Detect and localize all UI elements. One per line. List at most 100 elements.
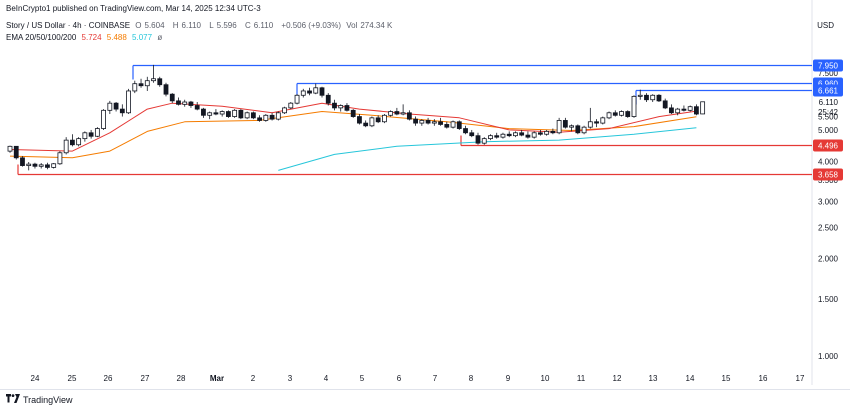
candle-body <box>463 128 468 134</box>
candle-body <box>119 108 125 114</box>
ohlc-high: H 6.110 <box>172 21 201 30</box>
date-tick-label: 24 <box>31 374 40 383</box>
candle-body <box>163 84 169 95</box>
candle-body <box>419 120 425 124</box>
currency-label[interactable]: USD <box>817 21 834 30</box>
candle-body <box>250 112 256 119</box>
candle-body <box>325 94 331 104</box>
date-tick-label: 4 <box>324 374 329 383</box>
support-level-label: 4.496 <box>818 142 839 151</box>
candle-body <box>257 117 263 121</box>
candle-body <box>619 111 624 116</box>
candle-body <box>594 121 599 124</box>
ohlc-low: L 5.596 <box>209 21 237 30</box>
candle-body <box>132 83 138 92</box>
candle-body <box>644 94 649 101</box>
candle-body <box>531 132 537 138</box>
candle-body <box>556 120 562 134</box>
price-tick-label: 4.000 <box>818 157 839 166</box>
candle-body <box>606 112 612 119</box>
candle-body <box>232 109 238 117</box>
candle-body <box>88 132 94 137</box>
candle-body <box>45 164 50 168</box>
candle-body <box>612 112 618 116</box>
date-tick-label: 13 <box>649 374 658 383</box>
candle-body <box>488 135 493 140</box>
candle-body <box>525 134 531 138</box>
candle-body <box>687 106 693 111</box>
candle-body <box>569 125 574 128</box>
candle-body <box>194 105 200 110</box>
date-tick-label: Mar <box>210 374 224 383</box>
candle-body <box>219 111 225 115</box>
candle-body <box>263 114 269 121</box>
candle-body <box>26 163 32 166</box>
date-tick-label: 17 <box>796 374 805 383</box>
candle-body <box>425 120 431 124</box>
ohlc-close: C 6.110 <box>244 21 274 30</box>
candle-body <box>101 109 106 129</box>
ema-label: EMA 20/50/100/200 <box>6 33 77 42</box>
candle-body <box>32 163 38 167</box>
candle-body <box>213 112 219 115</box>
price-tick-label: 5.000 <box>818 126 839 135</box>
candle-body <box>82 132 88 140</box>
footer: TradingView <box>0 389 850 409</box>
candle-body <box>581 126 587 134</box>
price-tick-label: 7.500 <box>818 69 839 78</box>
date-tick-label: 10 <box>541 374 550 383</box>
date-tick-label: 26 <box>104 374 113 383</box>
candle-body <box>13 145 19 159</box>
candle-body <box>138 83 144 87</box>
candle-body <box>350 109 356 117</box>
bar-countdown: 25:42 <box>818 108 839 117</box>
ohlc-change: +0.506 (+9.03%) <box>281 21 341 30</box>
ohlc-volume: Vol 274.34 K <box>346 21 393 30</box>
date-tick-label: 6 <box>397 374 402 383</box>
candle-body <box>513 132 518 137</box>
candle-body <box>275 112 281 120</box>
candle-body <box>357 116 362 124</box>
candle-body <box>438 121 443 125</box>
date-tick-label: 9 <box>506 374 511 383</box>
date-tick-label: 27 <box>141 374 150 383</box>
date-tick-label: 25 <box>68 374 77 383</box>
candle-body <box>282 107 287 114</box>
ema-legend[interactable]: EMA 20/50/100/200 5.724 5.488 5.077 ø <box>6 33 165 42</box>
candle-body <box>494 135 500 138</box>
date-tick-label: 16 <box>759 374 768 383</box>
price-tick-label: 6.110 <box>819 98 839 107</box>
candle-body <box>388 111 394 116</box>
tradingview-brand[interactable]: TradingView <box>6 394 73 405</box>
candle-body <box>201 108 206 116</box>
ema20-value: 5.724 <box>81 33 102 42</box>
candle-body <box>7 145 13 152</box>
candle-body <box>294 94 300 104</box>
symbol-legend: Story / US Dollar · 4h · COINBASE O 5.604… <box>6 21 398 30</box>
candle-body <box>456 121 462 129</box>
candle-body <box>650 94 656 101</box>
price-tick-label: 2.000 <box>818 255 839 264</box>
candle-body <box>169 93 175 102</box>
ema-hidden-icon: ø <box>157 33 163 42</box>
candle-body <box>107 102 113 111</box>
candle-body <box>319 87 325 96</box>
ema50-line <box>9 111 697 159</box>
candle-body <box>57 152 63 165</box>
support-level-label: 3.658 <box>818 171 839 180</box>
candle-body <box>444 124 450 128</box>
candle-body <box>562 120 568 128</box>
price-tick-label: 3.500 <box>818 176 839 185</box>
candle-body <box>94 128 100 137</box>
candle-body <box>207 112 213 116</box>
candle-body <box>500 133 506 138</box>
candle-body <box>126 90 131 114</box>
candle-body <box>694 106 699 115</box>
candle-body <box>450 121 456 128</box>
candle-body <box>338 105 344 109</box>
date-tick-label: 15 <box>722 374 731 383</box>
candle-body <box>144 80 150 87</box>
candle-body <box>700 101 706 115</box>
symbol-name[interactable]: Story / US Dollar · 4h · COINBASE <box>6 21 131 30</box>
